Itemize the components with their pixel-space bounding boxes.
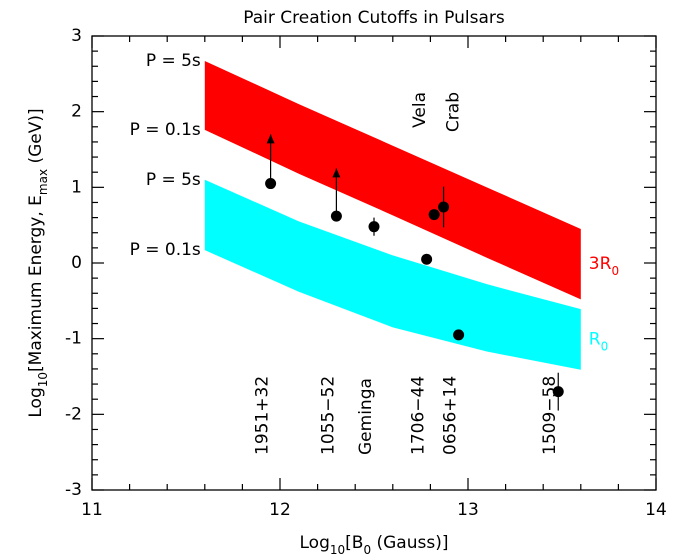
y-axis-label-part: max	[36, 169, 50, 195]
band	[204, 179, 581, 370]
x-tick-label: 11	[81, 500, 103, 520]
pulsar-label: 0656+14	[441, 376, 461, 455]
chart-title: Pair Creation Cutoffs in Pulsars	[243, 8, 505, 28]
y-tick-label: -3	[65, 480, 82, 500]
band-label-part: 0	[611, 264, 619, 278]
y-axis-label-part: (GeV)]	[26, 108, 46, 169]
pulsar-label: 1509−58	[540, 376, 560, 455]
data-point	[428, 209, 440, 221]
period-label: P = 0.1s	[130, 240, 201, 260]
arrow-head	[332, 168, 341, 178]
x-axis-label-part: (Gauss)]	[371, 533, 448, 553]
band-label: 3R0	[589, 254, 619, 278]
period-label: P = 5s	[146, 170, 201, 190]
period-label: P = 5s	[146, 51, 201, 71]
y-tick-label: 0	[71, 253, 82, 273]
data-point	[265, 178, 277, 190]
y-tick-label: -1	[65, 329, 82, 349]
y-axis-label-part: Log	[26, 387, 46, 417]
pulsar-label: Vela	[410, 92, 430, 128]
pulsar-label: Geminga	[356, 378, 376, 455]
period-label: P = 0.1s	[130, 120, 201, 140]
pulsar-label: 1055−52	[318, 376, 338, 455]
y-axis-label: Log10[Maximum Energy, Emax (GeV)]	[26, 108, 50, 417]
x-tick-label: 14	[645, 500, 667, 520]
x-tick-label: 12	[269, 500, 291, 520]
band-label-part: 0	[601, 339, 609, 353]
arrow-head	[266, 134, 275, 144]
band-label: R0	[589, 329, 608, 353]
x-axis-label-part: [B	[345, 533, 363, 553]
data-point	[438, 201, 450, 213]
y-tick-label: 3	[71, 26, 82, 46]
data-point	[552, 386, 564, 398]
y-axis-label-part: [Maximum Energy, E	[26, 195, 46, 372]
data-point	[368, 221, 380, 233]
pulsar-label: 1951+32	[253, 376, 273, 455]
y-tick-label: -2	[65, 404, 82, 424]
x-axis-label-part: 10	[330, 543, 345, 557]
pulsar-label: Crab	[444, 92, 464, 132]
y-tick-label: 1	[71, 177, 82, 197]
band	[204, 60, 581, 300]
x-axis-label: Log10[B0 (Gauss)]	[300, 533, 449, 557]
data-point	[330, 210, 342, 222]
data-point	[421, 253, 433, 265]
y-axis-label-part: 10	[36, 372, 50, 387]
band-label-part: 3R	[589, 254, 612, 274]
x-axis-label-part: Log	[300, 533, 330, 553]
data-point	[453, 329, 465, 341]
band-label-part: R	[589, 329, 601, 349]
y-tick-label: 2	[71, 102, 82, 122]
x-tick-label: 13	[457, 500, 479, 520]
x-axis-label-part: 0	[363, 543, 371, 557]
pulsar-label: 1706−44	[409, 376, 429, 455]
